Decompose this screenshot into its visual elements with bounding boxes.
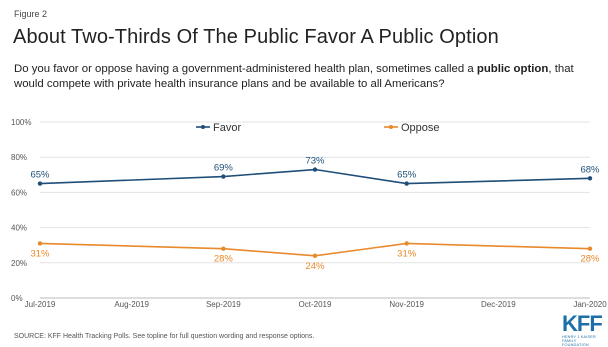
data-label: 69% (214, 163, 234, 174)
data-label: 31% (30, 248, 50, 259)
data-label: 73% (305, 156, 325, 167)
x-tick-label: Nov-2019 (389, 300, 424, 309)
data-point (587, 176, 593, 181)
legend-marker (201, 125, 205, 129)
chart-title: About Two-Thirds Of The Public Favor A P… (13, 26, 499, 48)
y-tick-label: 0% (11, 294, 23, 303)
data-point (312, 253, 318, 258)
legend-label: Oppose (401, 122, 440, 134)
data-label: 28% (580, 254, 600, 265)
y-tick-label: 100% (11, 118, 31, 127)
data-point (404, 181, 409, 186)
data-point (587, 246, 593, 251)
logo-subtext: HENRY J KAISER FAMILY FOUNDATION (562, 335, 596, 347)
data-point (404, 241, 409, 246)
data-label: 28% (214, 254, 234, 265)
figure-label: Figure 2 (14, 9, 48, 19)
data-point (37, 181, 43, 186)
y-tick-label: 40% (11, 224, 27, 233)
legend-label: Favor (213, 122, 241, 134)
source-note: SOURCE: KFF Health Tracking Polls. See t… (14, 333, 315, 340)
x-tick-label: Dec-2019 (481, 300, 516, 309)
subtitle-text-start: Do you favor or oppose having a governme… (14, 63, 477, 75)
logo-mark: KFF (562, 311, 603, 336)
data-label: 65% (397, 170, 417, 181)
x-tick-label: Jul-2019 (25, 300, 56, 309)
legend-marker (389, 125, 393, 129)
y-tick-label: 60% (11, 188, 27, 197)
data-label: 24% (305, 261, 325, 272)
data-point (312, 167, 318, 172)
subtitle-text-end: , that would compete with private health… (14, 63, 574, 90)
data-point (221, 246, 226, 251)
kff-logo: KFF HENRY J KAISER FAMILY FOUNDATION (562, 311, 603, 347)
data-label: 65% (30, 170, 50, 181)
data-point (37, 241, 43, 246)
subtitle-emphasis: public option (476, 63, 549, 75)
x-tick-label: Oct-2019 (299, 300, 332, 309)
x-tick-label: Jan-2020 (573, 300, 607, 309)
x-tick-label: Sep-2019 (206, 300, 241, 309)
y-tick-label: 80% (11, 153, 27, 162)
chart-subtitle: Do you favor or oppose having a governme… (14, 62, 604, 91)
x-tick-label: Aug-2019 (114, 300, 149, 309)
data-point (221, 174, 226, 179)
data-label: 68% (580, 164, 600, 175)
y-tick-label: 20% (11, 259, 27, 268)
data-label: 31% (397, 248, 417, 259)
